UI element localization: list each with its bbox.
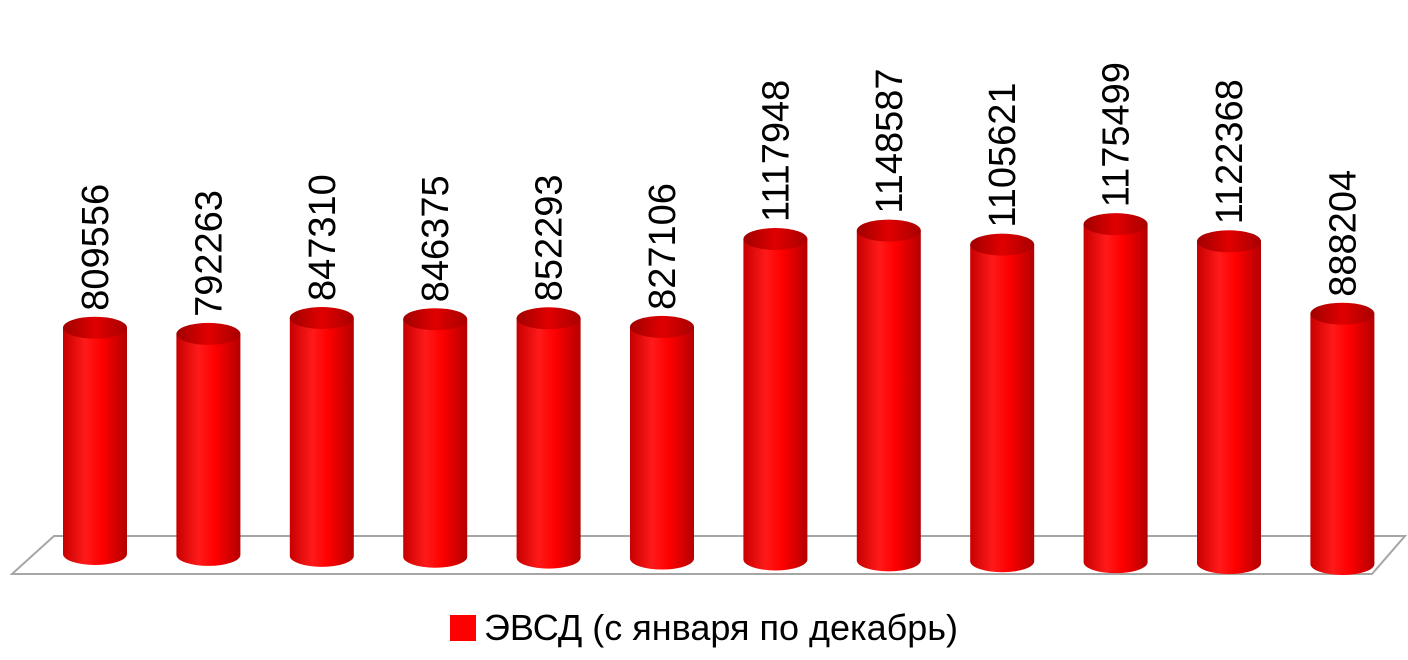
bar-top bbox=[289, 307, 354, 330]
legend: ЭВСД (с января по декабрь) bbox=[0, 606, 1408, 650]
bar-body bbox=[403, 319, 468, 568]
bar bbox=[970, 233, 1035, 573]
bar bbox=[289, 307, 354, 567]
bar-top bbox=[630, 315, 694, 338]
bar-body bbox=[856, 230, 921, 572]
bar bbox=[630, 315, 694, 570]
bar-top bbox=[970, 233, 1035, 256]
bar-top bbox=[63, 316, 127, 339]
bar-body bbox=[1083, 224, 1148, 574]
bar-body bbox=[1310, 313, 1375, 575]
data-label: 846375 bbox=[415, 175, 457, 302]
bars-group bbox=[63, 213, 1375, 575]
bar-top bbox=[176, 322, 241, 345]
data-label: 1122368 bbox=[1209, 79, 1251, 224]
bar-body bbox=[743, 239, 808, 571]
bar-top bbox=[743, 228, 808, 251]
legend-swatch bbox=[450, 615, 476, 641]
data-label: 1117948 bbox=[755, 80, 797, 222]
data-label: 809556 bbox=[75, 184, 117, 311]
bar bbox=[176, 322, 241, 566]
bar bbox=[516, 307, 581, 569]
data-label: 847310 bbox=[302, 174, 344, 301]
data-label: 792263 bbox=[188, 190, 230, 317]
bar bbox=[1310, 302, 1375, 575]
bar bbox=[403, 308, 468, 568]
data-label: 852293 bbox=[529, 174, 571, 301]
bar-top bbox=[516, 307, 581, 330]
data-label: 1175499 bbox=[1096, 62, 1138, 207]
bar bbox=[1083, 213, 1148, 574]
bar-top bbox=[1310, 302, 1375, 325]
bar-body bbox=[630, 326, 694, 570]
bar-body bbox=[63, 327, 127, 565]
bar bbox=[1197, 230, 1261, 575]
bar-top bbox=[856, 219, 921, 242]
bar-top bbox=[1197, 230, 1261, 253]
bar-top bbox=[1083, 213, 1148, 236]
data-label: 888204 bbox=[1322, 170, 1364, 297]
bar-body bbox=[289, 318, 354, 567]
floor-plane bbox=[9, 535, 1408, 575]
data-labels-group: 809556 792263 847310 846375 852293 827106 1117… bbox=[75, 62, 1364, 317]
bar bbox=[743, 228, 808, 571]
legend-label: ЭВСД (с января по декабрь) bbox=[484, 607, 958, 648]
bar-body bbox=[176, 333, 241, 566]
bar-body bbox=[516, 318, 581, 569]
bar-body bbox=[970, 244, 1035, 573]
data-label: 1105621 bbox=[982, 82, 1024, 227]
bar bbox=[856, 219, 921, 572]
data-label: 1148587 bbox=[869, 68, 911, 213]
bar-body bbox=[1197, 241, 1261, 575]
bar-top bbox=[403, 308, 468, 331]
bar bbox=[63, 316, 127, 565]
data-label: 827106 bbox=[642, 183, 684, 310]
